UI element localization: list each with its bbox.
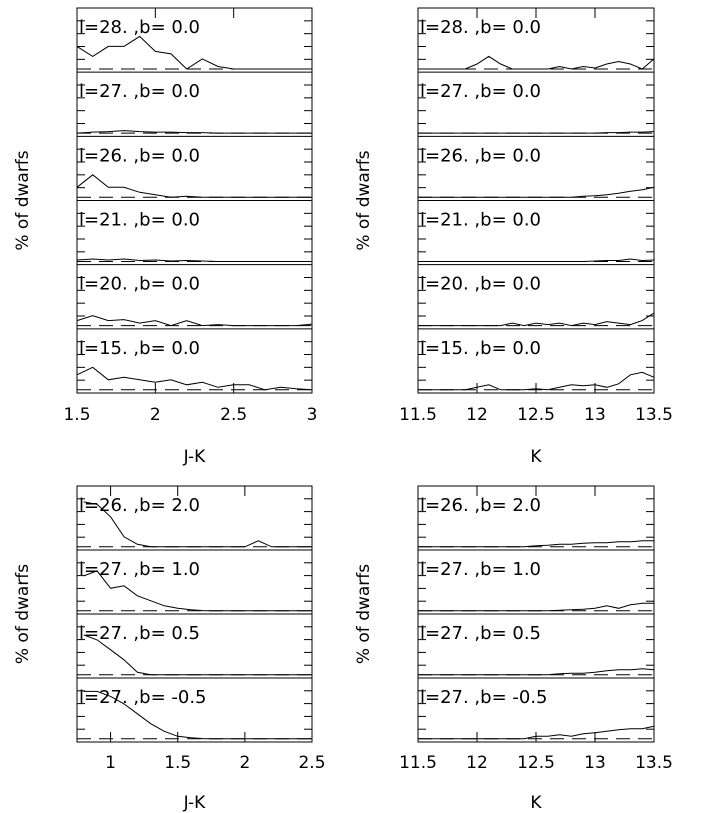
series-line: [76, 258, 312, 262]
panel-label: l=27. ,b= -0.5: [420, 687, 548, 708]
series-line: [418, 131, 655, 134]
series-line: [83, 570, 312, 612]
panel-label: l=26. ,b= 0.0: [79, 145, 200, 166]
y-axis-label: % of dwarfs: [13, 150, 33, 250]
x-tick-label: 1.5: [164, 753, 191, 773]
panel-label: l=27. ,b= -0.5: [79, 687, 207, 708]
x-tick-label: 13.5: [635, 753, 673, 773]
panel-label: l=20. ,b= 0.0: [79, 274, 200, 295]
panel-label: l=27. ,b= 0.0: [79, 81, 200, 102]
panel-label: l=21. ,b= 0.0: [420, 210, 541, 231]
x-tick-label: 13.5: [635, 405, 673, 425]
x-axis-label: K: [530, 447, 542, 467]
x-tick-label: 1: [105, 753, 116, 773]
x-axis-label: K: [530, 793, 542, 813]
panel-label: l=26. ,b= 0.0: [420, 145, 541, 166]
series-line: [76, 366, 313, 391]
x-tick-label: 13: [584, 753, 606, 773]
panel-label: l=27. ,b= 0.5: [79, 623, 200, 644]
x-tick-label: 12: [466, 405, 488, 425]
y-axis-label: % of dwarfs: [13, 564, 33, 664]
series-line: [76, 35, 312, 70]
x-axis-label: J-K: [183, 793, 207, 813]
x-tick-label: 2: [239, 753, 250, 773]
series-line: [83, 634, 312, 676]
panel-label: l=28. ,b= 0.0: [79, 17, 200, 38]
panel-label: l=26. ,b= 2.0: [79, 495, 200, 516]
series-line: [418, 602, 654, 612]
panel-label: l=15. ,b= 0.0: [79, 338, 200, 359]
series-line: [83, 501, 312, 548]
series-line: [418, 668, 655, 676]
panel-label: l=27. ,b= 1.0: [420, 559, 541, 580]
panel-label: l=27. ,b= 0.0: [420, 81, 541, 102]
x-tick-label: 2.5: [298, 753, 325, 773]
series-line: [83, 690, 312, 740]
x-tick-label: 1.5: [63, 405, 90, 425]
x-tick-label: 3: [307, 405, 318, 425]
x-tick-label: 2: [150, 405, 161, 425]
series-line: [76, 174, 312, 198]
panel-label: l=21. ,b= 0.0: [79, 210, 200, 231]
series-line: [418, 55, 655, 70]
x-tick-label: 12: [466, 753, 488, 773]
panel-label: l=28. ,b= 0.0: [420, 17, 541, 38]
panel-label: l=26. ,b= 2.0: [420, 495, 541, 516]
series-line: [418, 540, 654, 548]
panel-label: l=20. ,b= 0.0: [420, 274, 541, 295]
series-line: [76, 315, 313, 327]
series-line: [418, 186, 655, 198]
x-tick-label: 12.5: [517, 405, 555, 425]
x-tick-label: 12.5: [517, 753, 555, 773]
x-tick-label: 2.5: [220, 405, 247, 425]
series-line: [418, 258, 655, 262]
panel-label: l=15. ,b= 0.0: [420, 338, 541, 359]
y-axis-label: % of dwarfs: [354, 150, 374, 250]
panel-label: l=27. ,b= 1.0: [79, 559, 200, 580]
series-line: [76, 130, 312, 134]
panel-label: l=27. ,b= 0.5: [420, 623, 541, 644]
x-tick-label: 11.5: [399, 753, 437, 773]
x-axis-label: J-K: [183, 447, 207, 467]
x-tick-label: 13: [584, 405, 606, 425]
x-tick-label: 11.5: [399, 405, 437, 425]
y-axis-label: % of dwarfs: [354, 564, 374, 664]
series-line: [418, 312, 655, 327]
